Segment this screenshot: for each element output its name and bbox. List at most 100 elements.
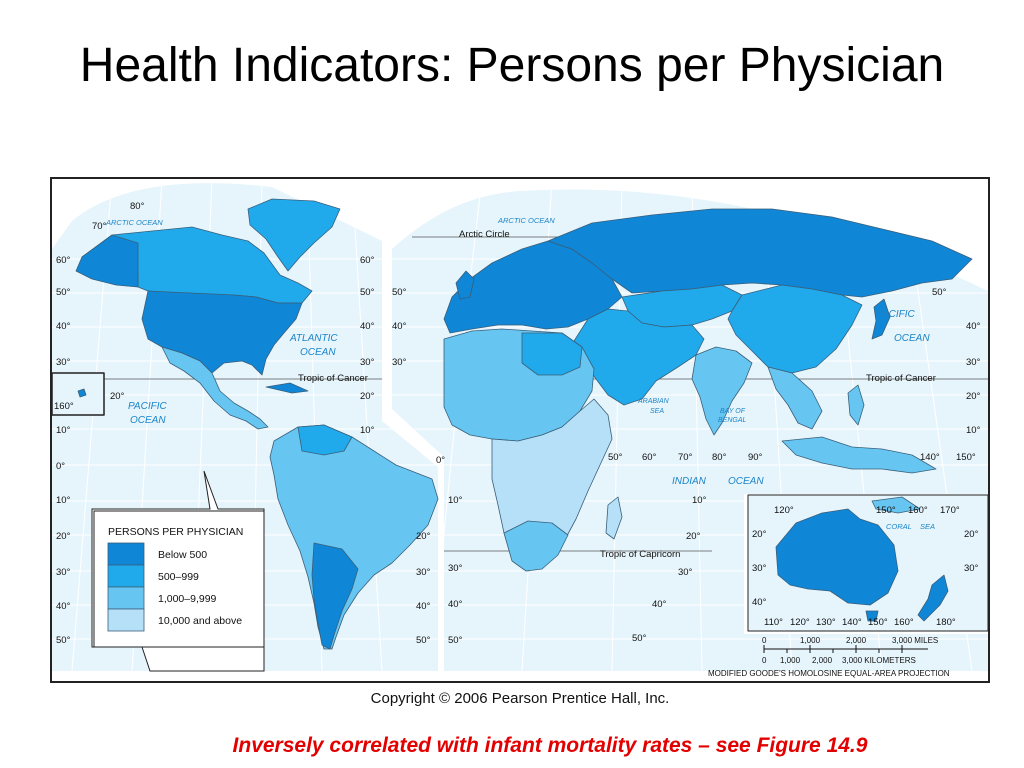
lon-label: 90° — [748, 452, 763, 463]
lat-label: 40° — [360, 321, 375, 332]
lat-label: 10° — [448, 495, 463, 506]
map-svg: 80° 70° 160° 60° 50° 40° 30° 20° 10° 0° … — [52, 183, 988, 678]
ocean-label: SEA — [650, 408, 664, 415]
lat-label: 40° — [56, 321, 71, 332]
ocean-label: ARCTIC OCEAN — [105, 218, 163, 227]
lat-label: 20° — [56, 531, 71, 542]
hawaii — [77, 388, 87, 398]
ocean-label: PACIFIC — [128, 401, 167, 412]
cuba — [265, 382, 309, 394]
lat-label: 50° — [56, 287, 71, 298]
lon-label: 70° — [678, 452, 693, 463]
lat-label: 20° — [964, 529, 979, 540]
lon-label: 130° — [816, 617, 836, 628]
legend-label: 10,000 and above — [158, 615, 242, 627]
lon-label: 80° — [130, 201, 145, 212]
scale-tick-km: 2,000 — [812, 656, 833, 665]
legend-label: Below 500 — [158, 549, 207, 561]
hawaii-inset — [52, 372, 105, 416]
lat-label: 50° — [932, 287, 947, 298]
ocean-label: OCEAN — [728, 476, 764, 487]
ocean-label: ATLANTIC — [289, 333, 338, 344]
alaska — [75, 234, 139, 288]
lon-label: 60° — [642, 452, 657, 463]
argentina — [311, 542, 359, 650]
indonesia — [781, 436, 937, 474]
new-guinea — [871, 496, 921, 514]
scale-tick-km: 0 — [762, 656, 767, 665]
scale-tick-miles: 0 — [762, 636, 767, 645]
legend-label: 1,000–9,999 — [158, 593, 217, 605]
scale-tick-km: 1,000 — [780, 656, 801, 665]
lat-label: 50° — [448, 635, 463, 646]
lat-label: 50° — [416, 635, 431, 646]
ocean-label: BENGAL — [718, 417, 747, 424]
legend-swatch — [107, 586, 145, 610]
tasmania — [865, 610, 879, 622]
lon-label: 80° — [712, 452, 727, 463]
south-america — [269, 424, 439, 650]
lat-label: 10° — [360, 425, 375, 436]
ocean-label: ARCTIC OCEAN — [497, 216, 555, 225]
legend-swatch — [107, 542, 145, 566]
world-map: 80° 70° 160° 60° 50° 40° 30° 20° 10° 0° … — [50, 177, 990, 683]
lon-label: 120° — [774, 505, 794, 516]
ocean-label: PACIFIC — [876, 309, 915, 320]
southeast-asia — [767, 366, 823, 430]
ocean-label: INDIAN — [672, 476, 707, 487]
graticule-labels: 80° 70° 160° 60° 50° 40° 30° 20° 10° 0° … — [54, 201, 981, 646]
greenland — [247, 198, 341, 272]
mexico — [161, 346, 269, 430]
legend-swatch — [107, 608, 145, 632]
lon-label: 170° — [940, 505, 960, 516]
lon-label: 150° — [956, 452, 976, 463]
lat-label: 40° — [652, 599, 667, 610]
lat-label: 30° — [416, 567, 431, 578]
australia — [775, 508, 899, 606]
venezuela — [297, 424, 353, 456]
lat-label: 0° — [56, 461, 65, 472]
south-africa — [503, 520, 569, 572]
lat-label: 50° — [360, 287, 375, 298]
scale-tick-miles: 2,000 — [846, 636, 867, 645]
madagascar — [605, 496, 623, 540]
lat-label: 30° — [360, 357, 375, 368]
lat-label: 40° — [416, 601, 431, 612]
ocean-label: BAY OF — [720, 408, 746, 415]
projection-label: MODIFIED GOODE'S HOMOLOSINE EQUAL-AREA P… — [708, 669, 950, 678]
lat-label: 40° — [966, 321, 981, 332]
lat-label: 10° — [692, 495, 707, 506]
ocean-label: SEA — [920, 522, 935, 531]
lat-label: 10° — [966, 425, 981, 436]
united-kingdom — [455, 270, 475, 300]
lat-label: 30° — [678, 567, 693, 578]
lat-label: 50° — [392, 287, 407, 298]
lat-label: 30° — [448, 563, 463, 574]
lat-label: 20° — [966, 391, 981, 402]
lat-label: 20° — [416, 531, 431, 542]
arctic-circle-label: Arctic Circle — [459, 229, 510, 240]
new-zealand — [917, 574, 949, 622]
libya-egypt — [521, 332, 583, 376]
page-title: Health Indicators: Persons per Physician — [79, 39, 945, 92]
lat-label: 30° — [56, 357, 71, 368]
ocean-label: OCEAN — [894, 333, 930, 344]
ocean-label: ARABIAN — [637, 398, 670, 405]
scale-bar: 0 1,000 2,000 3,000 MILES 0 1,000 2,000 … — [708, 636, 950, 678]
lat-label: 30° — [56, 567, 71, 578]
lat-label: 20° — [110, 391, 125, 402]
lat-label: 20° — [752, 529, 767, 540]
lat-label: 50° — [56, 635, 71, 646]
scale-tick-miles: 3,000 MILES — [892, 636, 938, 645]
tropic-of-cancer-label: Tropic of Cancer — [866, 373, 936, 384]
ocean-label: CORAL — [886, 522, 912, 531]
lat-label: 30° — [392, 357, 407, 368]
lat-label: 20° — [686, 531, 701, 542]
lon-label: 180° — [936, 617, 956, 628]
lat-label: 60° — [360, 255, 375, 266]
lat-label: 10° — [56, 425, 71, 436]
lon-label: 50° — [608, 452, 623, 463]
lon-label: 160° — [54, 401, 74, 412]
tropic-of-capricorn-label: Tropic of Capricorn — [600, 549, 680, 560]
russia — [547, 208, 973, 298]
